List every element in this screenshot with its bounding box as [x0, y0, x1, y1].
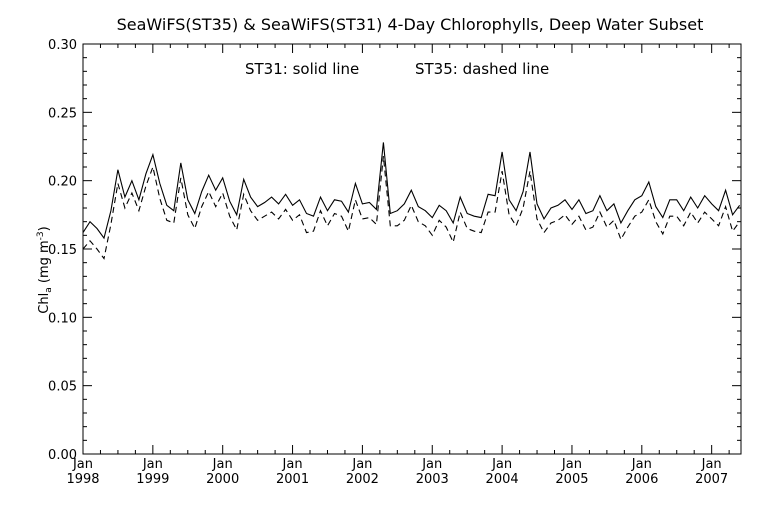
x-tick-month-label: Jan [491, 457, 512, 472]
y-axis-label-unit-close: ) [37, 226, 52, 231]
svg-text:Chla (mg m-3): Chla (mg m-3) [36, 226, 54, 313]
x-tick-year-label: 2006 [625, 472, 658, 487]
series-line-st31 [82, 142, 741, 240]
chart-title: SeaWiFS(ST35) & SeaWiFS(ST31) 4-Day Chlo… [117, 15, 704, 34]
x-tick-year-label: 2005 [555, 472, 588, 487]
y-axis-label-subscript: a [44, 287, 54, 293]
x-tick-month-label: Jan [561, 457, 582, 472]
x-tick-month-label: Jan [421, 457, 442, 472]
y-tick-label: 0.25 [48, 106, 77, 121]
y-tick-label: 0.15 [48, 243, 77, 258]
y-axis-label-prefix: Chl [37, 293, 52, 314]
x-tick-month-label: Jan [212, 457, 233, 472]
legend-dashed-annotation: ST35: dashed line [415, 60, 549, 78]
y-tick-label: 0.00 [48, 448, 77, 463]
y-axis-label-unit-open: (mg m [37, 240, 52, 287]
x-tick-month-label: Jan [351, 457, 372, 472]
x-tick-year-label: 2003 [416, 472, 449, 487]
y-tick-label: 0.30 [48, 38, 77, 53]
plot-frame [82, 43, 742, 455]
x-tick-year-label: 1998 [66, 472, 99, 487]
plot-area: 0.000.050.100.150.200.250.30Jan1998Jan19… [48, 38, 742, 487]
y-axis-label: Chla (mg m-3) [36, 226, 54, 313]
x-tick-month-label: Jan [631, 457, 652, 472]
x-tick-year-label: 1999 [136, 472, 169, 487]
x-tick-month-label: Jan [72, 457, 93, 472]
x-tick-year-label: 2007 [695, 472, 728, 487]
legend-solid-annotation: ST31: solid line [245, 60, 359, 78]
series-line-st35 [82, 156, 741, 260]
y-axis-label-superscript: -3 [36, 231, 46, 240]
y-tick-label: 0.20 [48, 175, 77, 190]
y-tick-label: 0.10 [48, 311, 77, 326]
x-tick-month-label: Jan [701, 457, 722, 472]
x-tick-year-label: 2004 [486, 472, 519, 487]
x-tick-year-label: 2002 [346, 472, 379, 487]
x-tick-month-label: Jan [142, 457, 163, 472]
x-tick-year-label: 2001 [276, 472, 309, 487]
x-tick-year-label: 2000 [206, 472, 239, 487]
x-tick-month-label: Jan [282, 457, 303, 472]
y-tick-label: 0.05 [48, 380, 77, 395]
